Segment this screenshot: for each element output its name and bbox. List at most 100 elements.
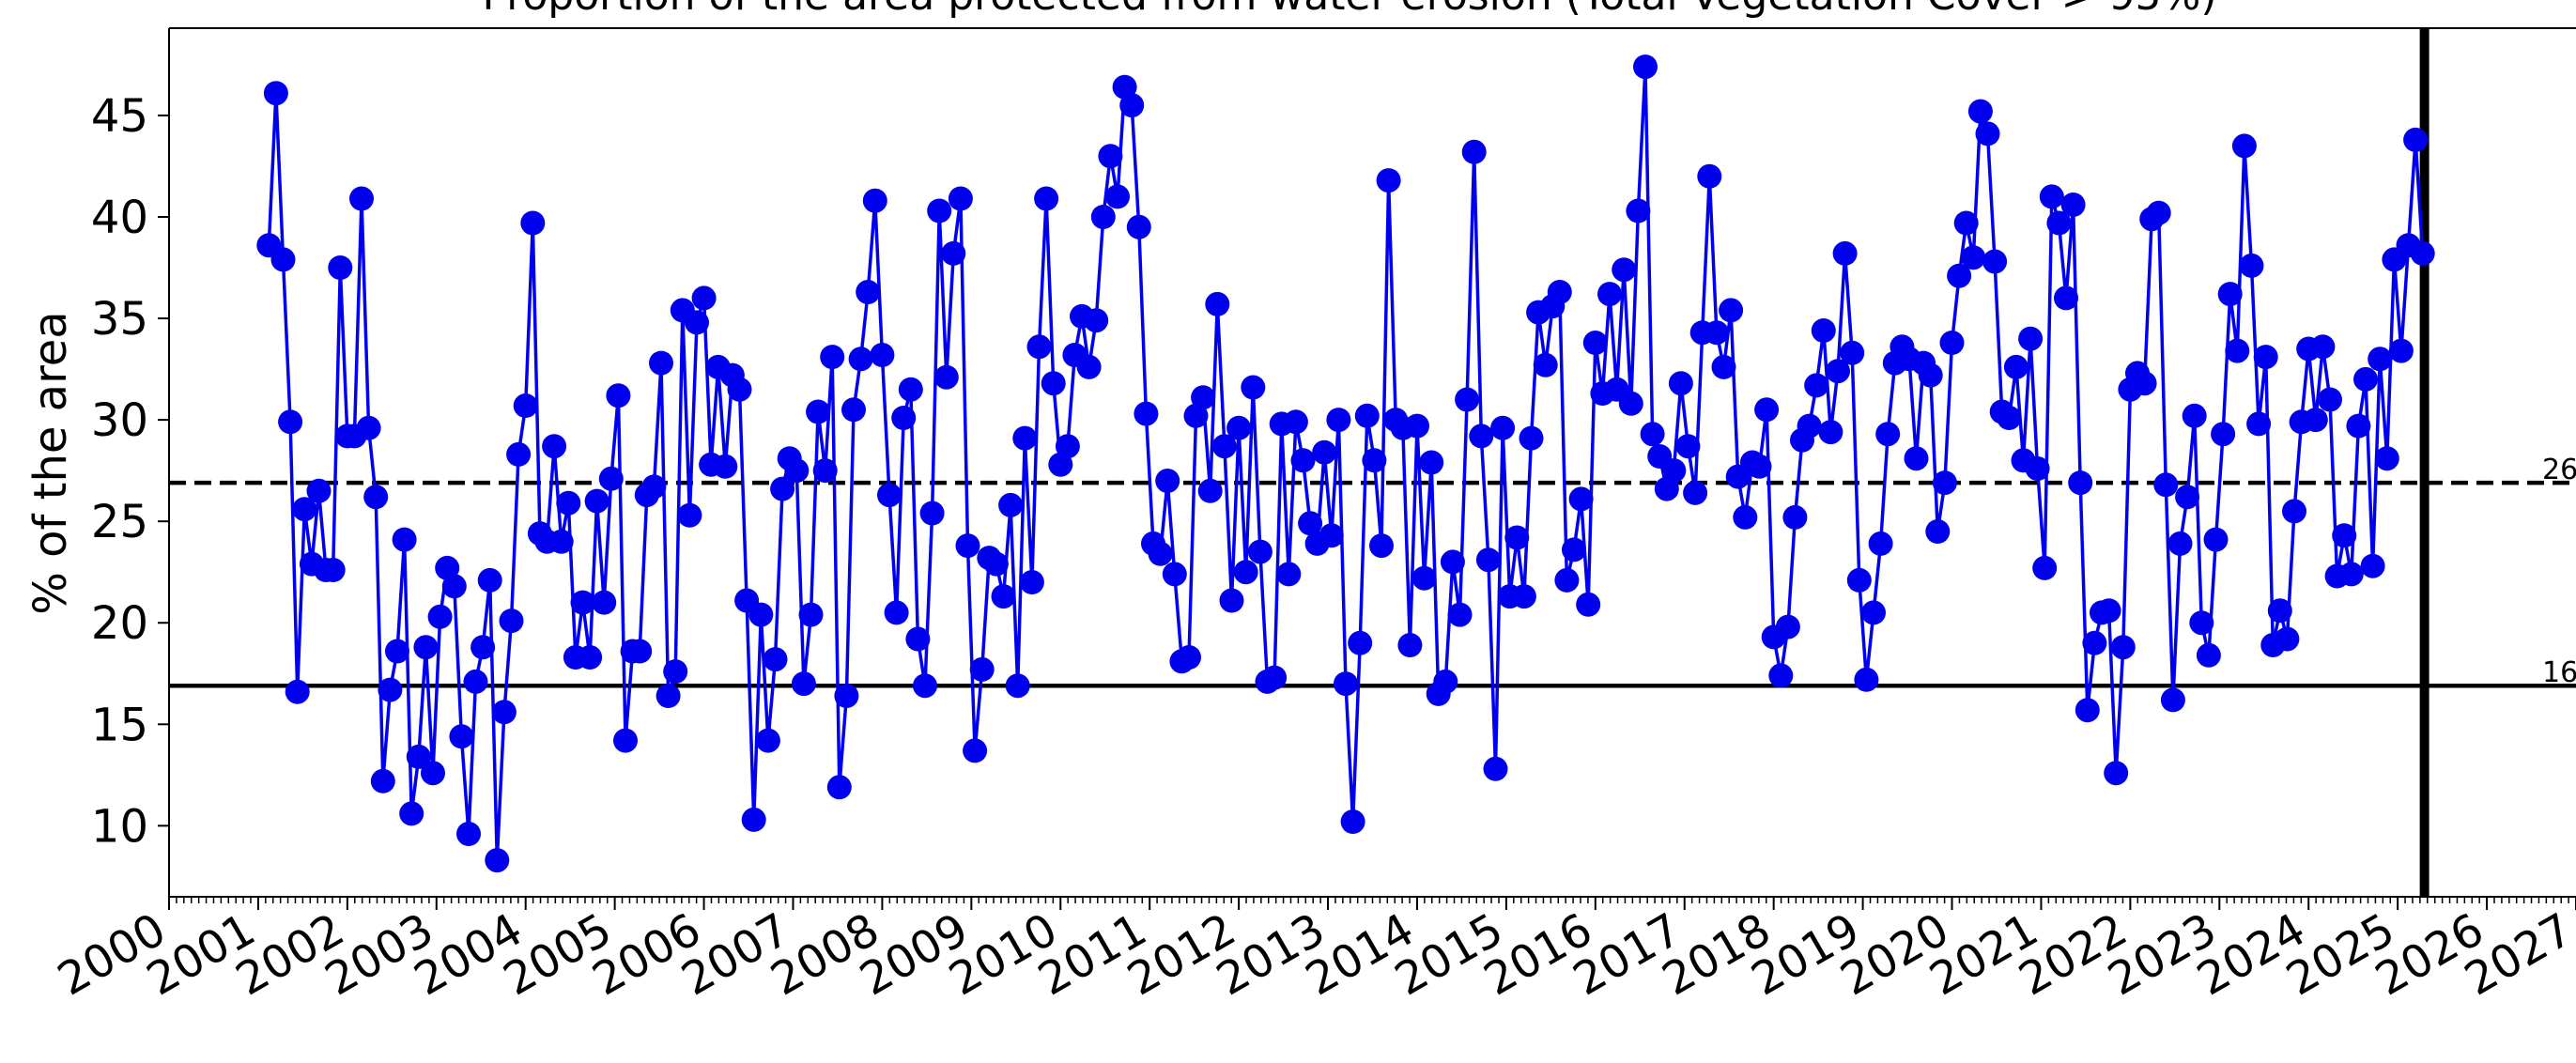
data-point: [2275, 626, 2300, 652]
data-point: [963, 738, 988, 763]
data-point: [1711, 354, 1736, 379]
data-point: [2246, 411, 2272, 437]
data-point: [513, 393, 538, 418]
data-point: [263, 81, 288, 106]
data-point: [2303, 408, 2328, 433]
data-point: [399, 801, 424, 826]
data-point: [1411, 565, 1437, 591]
data-point: [1854, 667, 1879, 692]
data-point: [649, 350, 673, 376]
data-point: [1697, 163, 1722, 189]
data-point: [2388, 338, 2414, 363]
data-point: [1875, 422, 1901, 447]
data-point: [349, 186, 374, 211]
data-point: [2253, 345, 2278, 370]
data-point: [1126, 214, 1151, 239]
data-point: [1326, 408, 1351, 433]
data-point: [1953, 210, 1979, 236]
data-point: [421, 761, 445, 786]
data-point: [677, 502, 702, 528]
data-point: [1055, 434, 1080, 459]
data-point: [627, 639, 653, 664]
data-point: [506, 441, 532, 467]
data-point: [1939, 331, 1965, 355]
data-point: [499, 609, 524, 634]
data-point: [363, 485, 389, 510]
data-point: [1105, 184, 1130, 209]
data-point: [784, 458, 810, 484]
data-point: [613, 728, 638, 753]
data-point: [2082, 630, 2107, 655]
data-point: [1782, 504, 1808, 530]
data-point: [1861, 600, 1886, 625]
data-point: [1419, 450, 1444, 475]
data-point: [1597, 282, 1622, 307]
data-point: [1348, 630, 1373, 655]
data-point: [2231, 133, 2257, 159]
data-point: [1098, 144, 1123, 169]
data-point: [1290, 448, 1316, 473]
data-point: [356, 415, 381, 440]
data-point: [2110, 635, 2136, 660]
data-point: [542, 434, 567, 459]
data-point: [656, 684, 681, 708]
data-point: [933, 364, 959, 390]
data-point: [1334, 671, 1358, 697]
data-point: [1191, 385, 1216, 410]
data-point: [898, 377, 923, 402]
data-point: [1041, 371, 1066, 396]
data-point: [1768, 663, 1794, 688]
chart-title: Proportion of the area protected from wa…: [482, 0, 2216, 20]
data-point: [2146, 200, 2171, 225]
data-point: [727, 377, 752, 402]
data-point: [755, 728, 780, 753]
data-point: [1582, 331, 1608, 355]
data-point: [763, 647, 788, 672]
data-point: [1846, 567, 1872, 593]
data-point: [385, 639, 409, 664]
data-point: [884, 600, 909, 625]
data-point: [1012, 425, 1038, 451]
data-point: [2403, 127, 2429, 152]
data-point: [1241, 375, 1266, 400]
data-point: [370, 768, 395, 793]
data-point: [2060, 193, 2086, 217]
data-point: [2054, 285, 2078, 311]
data-point: [1490, 415, 1516, 440]
data-point: [1226, 415, 1252, 440]
data-point: [1576, 592, 1601, 617]
data-point: [1354, 403, 1380, 428]
data-point: [685, 310, 709, 335]
data-point: [1397, 633, 1423, 657]
data-point: [2360, 553, 2385, 578]
data-point: [1704, 320, 1729, 346]
data-point: [2153, 472, 2179, 498]
data-point: [969, 656, 995, 682]
data-point: [848, 347, 873, 372]
data-point: [1554, 567, 1580, 593]
data-point: [2374, 446, 2399, 471]
data-point: [1369, 533, 1394, 559]
y-tick-label: 25: [91, 496, 148, 548]
data-point: [2338, 562, 2364, 587]
data-point: [1461, 139, 1487, 164]
y-tick-label: 15: [91, 699, 148, 751]
data-point: [413, 635, 439, 660]
data-point: [1840, 340, 1865, 365]
y-axis-label: % of the area: [24, 311, 77, 614]
data-point: [556, 490, 581, 516]
data-point: [641, 474, 667, 500]
data-point: [456, 822, 481, 846]
data-point: [834, 684, 859, 708]
data-point: [1162, 562, 1187, 587]
reference-line-label: 16: [2542, 656, 2576, 689]
data-point: [320, 558, 346, 582]
data-point: [2182, 403, 2207, 428]
data-point: [285, 679, 310, 704]
data-point: [406, 744, 431, 769]
data-point: [2039, 184, 2064, 209]
data-point: [449, 724, 474, 749]
data-point: [1519, 425, 1544, 451]
data-point: [470, 635, 496, 660]
